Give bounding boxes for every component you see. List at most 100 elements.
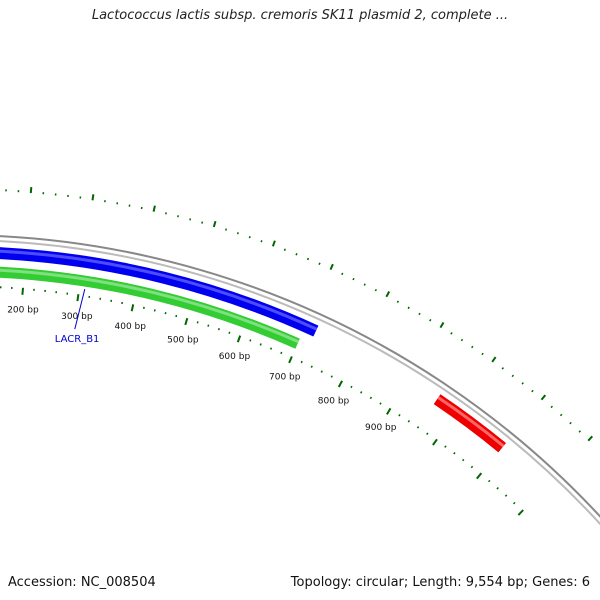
minor-tick	[360, 391, 363, 394]
outer-dot	[429, 318, 432, 322]
scale-label: 800 bp	[318, 396, 350, 406]
outer-dot	[521, 382, 524, 385]
scale-label: 600 bp	[219, 352, 251, 362]
outer-dot	[374, 288, 377, 292]
minor-tick	[228, 331, 231, 334]
outer-dot	[511, 374, 515, 378]
outer-dot	[491, 356, 497, 363]
outer-dot	[363, 283, 366, 286]
minor-tick	[398, 413, 401, 417]
minor-tick	[175, 314, 178, 318]
outer-dot	[236, 232, 239, 235]
outer-dot	[225, 228, 228, 231]
gene-reverse[interactable]	[0, 266, 300, 349]
major-tick	[184, 317, 189, 326]
gene-forward-highlight	[0, 249, 318, 331]
outer-dot	[201, 221, 204, 224]
scale-label: 300 bp	[61, 312, 93, 322]
minor-tick	[379, 402, 382, 405]
outer-dot	[306, 257, 310, 261]
scale-label: 200 bp	[7, 306, 39, 316]
minor-tick	[330, 375, 333, 378]
major-tick	[21, 287, 24, 295]
scale-label: 500 bp	[167, 335, 199, 345]
outer-dot	[271, 240, 276, 247]
major-tick	[517, 509, 524, 516]
gene-other-highlight	[437, 396, 505, 448]
minor-tick	[513, 501, 516, 505]
outer-dot	[396, 300, 399, 303]
backbone-inner-line	[0, 240, 600, 526]
minor-tick	[496, 487, 499, 490]
outer-dot	[550, 405, 553, 409]
minor-tick	[369, 396, 373, 400]
outer-dot	[578, 430, 581, 433]
topology-summary: Topology: circular; Length: 9,554 bp; Ge…	[290, 575, 590, 590]
gene-other-red[interactable]	[433, 394, 507, 453]
outer-dot	[540, 394, 547, 401]
gene-reverse-highlight	[0, 268, 300, 344]
major-tick	[236, 335, 242, 343]
gene-label-lacr-b1[interactable]: LACR_B1	[55, 334, 100, 345]
minor-tick	[310, 365, 313, 368]
outer-dot	[531, 389, 534, 393]
minor-tick	[462, 458, 465, 462]
minor-tick	[488, 479, 491, 483]
gene-forward-lacr-b1[interactable]	[0, 247, 319, 337]
minor-tick	[504, 494, 508, 497]
outer-dot	[385, 291, 391, 298]
minor-tick	[249, 339, 252, 342]
minor-tick	[416, 426, 420, 429]
minor-tick	[207, 324, 210, 327]
gene-label-connector	[74, 288, 86, 330]
outer-dot	[177, 215, 180, 218]
outer-dot	[212, 220, 217, 228]
outer-dot	[418, 312, 421, 316]
scale-label: 700 bp	[269, 373, 301, 383]
minor-tick	[300, 360, 303, 364]
outer-dot	[407, 306, 410, 310]
outer-dot	[295, 253, 298, 256]
backbone-outer-line	[0, 235, 600, 518]
outer-dot	[501, 367, 504, 370]
major-tick	[76, 294, 80, 302]
minor-tick	[453, 452, 456, 455]
outer-dot	[587, 435, 594, 442]
outer-dot	[450, 332, 453, 335]
major-tick	[432, 438, 438, 446]
minor-tick	[470, 465, 474, 469]
minor-tick	[280, 351, 283, 355]
minor-tick	[407, 419, 411, 423]
outer-dot	[260, 240, 263, 243]
minor-tick	[164, 312, 167, 315]
map-title: Lactococcus lactis subsp. cremoris SK11 …	[91, 8, 509, 23]
major-tick	[337, 380, 343, 388]
major-tick	[130, 304, 135, 312]
scale-label: 900 bp	[365, 423, 397, 433]
outer-dot	[283, 248, 286, 251]
minor-tick	[270, 347, 273, 350]
minor-tick	[259, 343, 262, 346]
major-tick	[288, 356, 293, 364]
outer-dot	[439, 321, 445, 329]
outer-dotted-ring	[5, 187, 594, 442]
outer-dot	[471, 345, 474, 349]
minor-tick	[444, 445, 447, 448]
accession-text: Accession: NC_008504	[8, 575, 156, 590]
minor-tick	[320, 370, 323, 373]
outer-dot	[352, 277, 355, 281]
outer-dot	[189, 218, 192, 221]
major-tick	[476, 472, 483, 480]
scale-ticks	[0, 286, 524, 516]
outer-dot	[559, 413, 563, 417]
outer-dot	[329, 263, 334, 271]
outer-dot	[91, 194, 95, 201]
minor-tick	[196, 321, 199, 324]
outer-dot	[248, 235, 251, 239]
major-tick	[386, 407, 392, 415]
outer-dot	[318, 262, 321, 265]
minor-tick	[217, 327, 220, 331]
minor-tick	[426, 432, 429, 435]
